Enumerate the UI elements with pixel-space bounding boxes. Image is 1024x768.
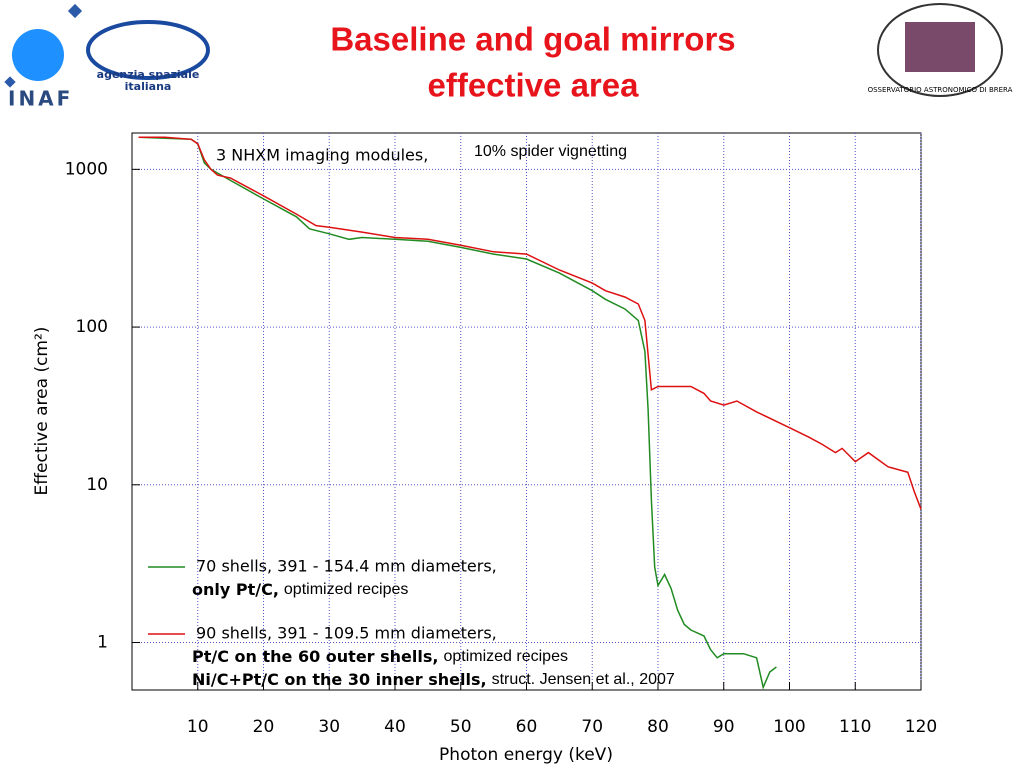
brera-logo-text: OSSERVATORIO ASTRONOMICO DI BRERA <box>868 86 1013 94</box>
y-tick-label: 1 <box>97 633 108 653</box>
x-tick-label: 90 <box>713 717 735 737</box>
x-axis-label: Photon energy (keV) <box>439 745 613 765</box>
legend-note-text: optimized recipes <box>443 648 568 665</box>
chart-title: effective area <box>428 67 640 104</box>
y-axis-label: Effective area (cm²) <box>32 327 52 496</box>
x-tick-label: 80 <box>647 717 669 737</box>
asi-logo <box>86 20 210 80</box>
y-tick-label: 10 <box>86 475 108 495</box>
data-line <box>138 136 922 510</box>
x-tick-label: 110 <box>839 717 871 737</box>
inaf-logo-text: INAF <box>8 87 73 111</box>
y-tick-label: 1000 <box>65 159 108 179</box>
inaf-logo-diamond <box>67 3 83 19</box>
x-tick-label: 10 <box>187 717 209 737</box>
brera-logo <box>877 3 1003 97</box>
x-tick-label: 70 <box>581 717 603 737</box>
legend-note: only Pt/C, optimized recipes <box>192 580 408 599</box>
legend-note-bold: Ni/C+Pt/C on the 30 inner shells, <box>192 670 487 689</box>
legend-note-bold: Pt/C on the 60 outer shells, <box>192 647 438 666</box>
x-tick-label: 40 <box>384 717 406 737</box>
x-tick-label: 30 <box>318 717 340 737</box>
asi-logo-text: italiana <box>125 80 172 93</box>
plot-frame <box>131 132 922 691</box>
legend-note-text: optimized recipes <box>284 581 409 598</box>
x-tick-label: 120 <box>905 717 937 737</box>
x-tick-label: 20 <box>253 717 275 737</box>
chart-title: Baseline and goal mirrors <box>330 21 735 58</box>
legend-note-bold: only Pt/C, <box>192 580 279 599</box>
legend-label: 70 shells, 391 - 154.4 mm diameters, <box>196 557 497 576</box>
legend-note: Ni/C+Pt/C on the 30 inner shells, struct.… <box>192 670 675 689</box>
y-tick-label: 100 <box>76 317 108 337</box>
inaf-logo-circle <box>12 29 64 81</box>
data-line <box>138 136 777 690</box>
brera-logo-building <box>905 22 975 72</box>
annotation: 10% spider vignetting <box>474 143 627 160</box>
legend-note: Pt/C on the 60 outer shells, optimized re… <box>192 647 568 666</box>
legend-label: 90 shells, 391 - 109.5 mm diameters, <box>196 624 497 643</box>
x-tick-label: 60 <box>516 717 538 737</box>
asi-logo-text: agenzia spaziale <box>97 68 200 81</box>
x-tick-label: 50 <box>450 717 472 737</box>
legend-note-text: struct. Jensen et al., 2007 <box>492 671 675 688</box>
x-tick-label: 100 <box>773 717 805 737</box>
annotation: 3 NHXM imaging modules, <box>216 146 428 165</box>
